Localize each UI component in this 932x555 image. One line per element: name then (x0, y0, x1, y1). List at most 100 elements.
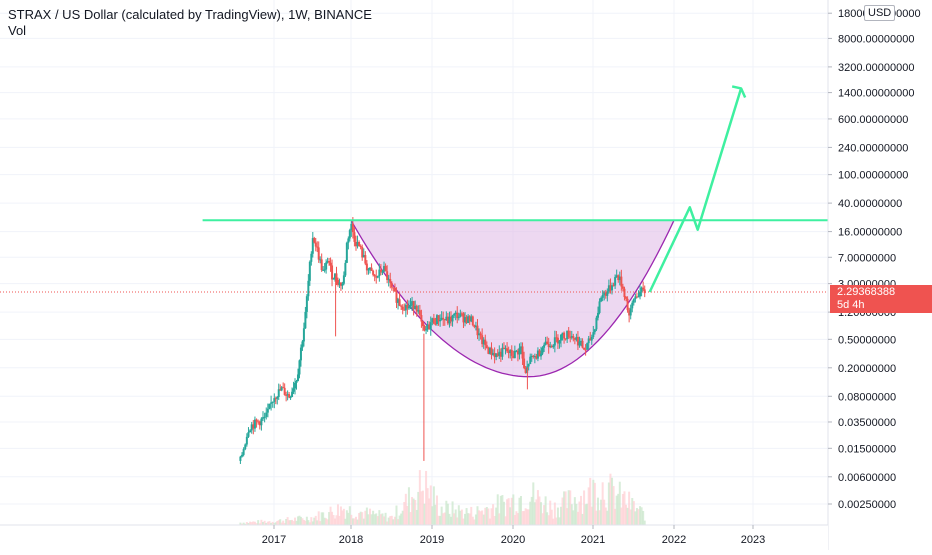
volume-bar (305, 516, 308, 525)
candle-body (294, 382, 297, 389)
volume-bar (484, 507, 487, 525)
volume-bar (341, 510, 344, 525)
candle-body (629, 308, 632, 316)
volume-bar (412, 498, 415, 525)
candle-body (277, 389, 280, 397)
volume-bar (404, 493, 407, 525)
volume-bar (253, 521, 256, 525)
candle-body (406, 304, 409, 309)
y-tick-label: 600.00000000 (838, 114, 908, 126)
volume-bar (308, 522, 311, 525)
volume-bar (249, 521, 252, 525)
volume-bar (285, 518, 288, 525)
candle-body (247, 432, 250, 437)
volume-bar (527, 509, 530, 525)
candle-body (538, 350, 541, 357)
candle-body (603, 292, 606, 295)
y-tick-label: 0.00600000 (838, 472, 896, 484)
volume-bar (319, 521, 322, 525)
x-tick-label: 2023 (741, 534, 765, 546)
volume-bar (583, 490, 586, 525)
volume-bar (637, 509, 640, 525)
volume-bar (353, 518, 356, 525)
volume-bar (493, 515, 496, 525)
candle-body (389, 278, 392, 283)
volume-bar (257, 520, 260, 525)
candle-body (527, 364, 530, 367)
volume-bar (307, 520, 310, 525)
volume-bar (326, 519, 329, 525)
candle-body (640, 287, 643, 292)
volume-bar (351, 518, 354, 525)
volume-bar (282, 520, 285, 525)
candle-body (592, 332, 595, 337)
volume-bar (506, 499, 509, 525)
candle-body (470, 316, 473, 322)
volume-bar (572, 510, 575, 525)
currency-badge[interactable]: USD (864, 5, 896, 21)
candle-body (443, 319, 446, 321)
drawings[interactable] (0, 85, 828, 293)
candle-body (445, 316, 448, 321)
candle-body (498, 351, 501, 356)
volume-bar (532, 482, 535, 525)
volume-bar (295, 520, 298, 525)
x-tick-label: 2019 (420, 534, 444, 546)
volume-bar (617, 493, 620, 525)
candle-body (325, 262, 328, 270)
volume-bar (358, 513, 361, 525)
candle-body (365, 263, 368, 271)
volume-bar (445, 500, 448, 525)
candle-body (512, 355, 515, 359)
candle-body (375, 276, 378, 278)
volume-bar (262, 521, 265, 525)
candle-body (383, 266, 386, 272)
volume-bar (392, 519, 395, 525)
candle-body (468, 316, 471, 322)
candle-body (307, 280, 310, 297)
volume-bar (456, 517, 459, 525)
volume-bar (580, 495, 582, 525)
volume-bar (298, 515, 301, 525)
candle-body (488, 347, 491, 354)
volume-bar (417, 491, 420, 525)
candle-body (249, 430, 252, 433)
volume-bar (384, 512, 387, 525)
candle-body (342, 275, 345, 284)
volume-bar (432, 486, 435, 525)
volume-bar (459, 510, 462, 525)
volume-bar (395, 505, 398, 525)
candle-body (580, 340, 582, 342)
x-tick-label: 2018 (339, 534, 363, 546)
candle-body (263, 416, 266, 418)
volume-bar (566, 508, 569, 525)
candle-body (451, 315, 454, 322)
bar-countdown: 5d 4h (837, 299, 865, 311)
volume-bar (487, 508, 490, 525)
candle-body (586, 343, 589, 350)
projection-arrowhead (731, 85, 747, 98)
candle-body (509, 349, 512, 354)
volume-bar (302, 519, 305, 525)
volume-bar (442, 513, 445, 525)
volume-bar (263, 520, 266, 525)
volume-bar (383, 516, 386, 525)
volume-bar (359, 511, 362, 525)
candle-body (257, 421, 260, 423)
volume-bar (397, 519, 400, 525)
volume-bar (446, 503, 449, 525)
volume-bar (364, 510, 367, 525)
volume-bar (423, 503, 426, 525)
candle-body (268, 403, 271, 409)
candle-body (395, 291, 398, 303)
volume-bar (296, 516, 299, 525)
volume-bar (464, 513, 467, 525)
candle-body (516, 350, 519, 355)
candle-body (273, 398, 276, 402)
volume-bar (376, 516, 379, 525)
volume-bar (348, 506, 351, 525)
volume-bar (372, 510, 375, 525)
volume-bar (440, 506, 443, 525)
